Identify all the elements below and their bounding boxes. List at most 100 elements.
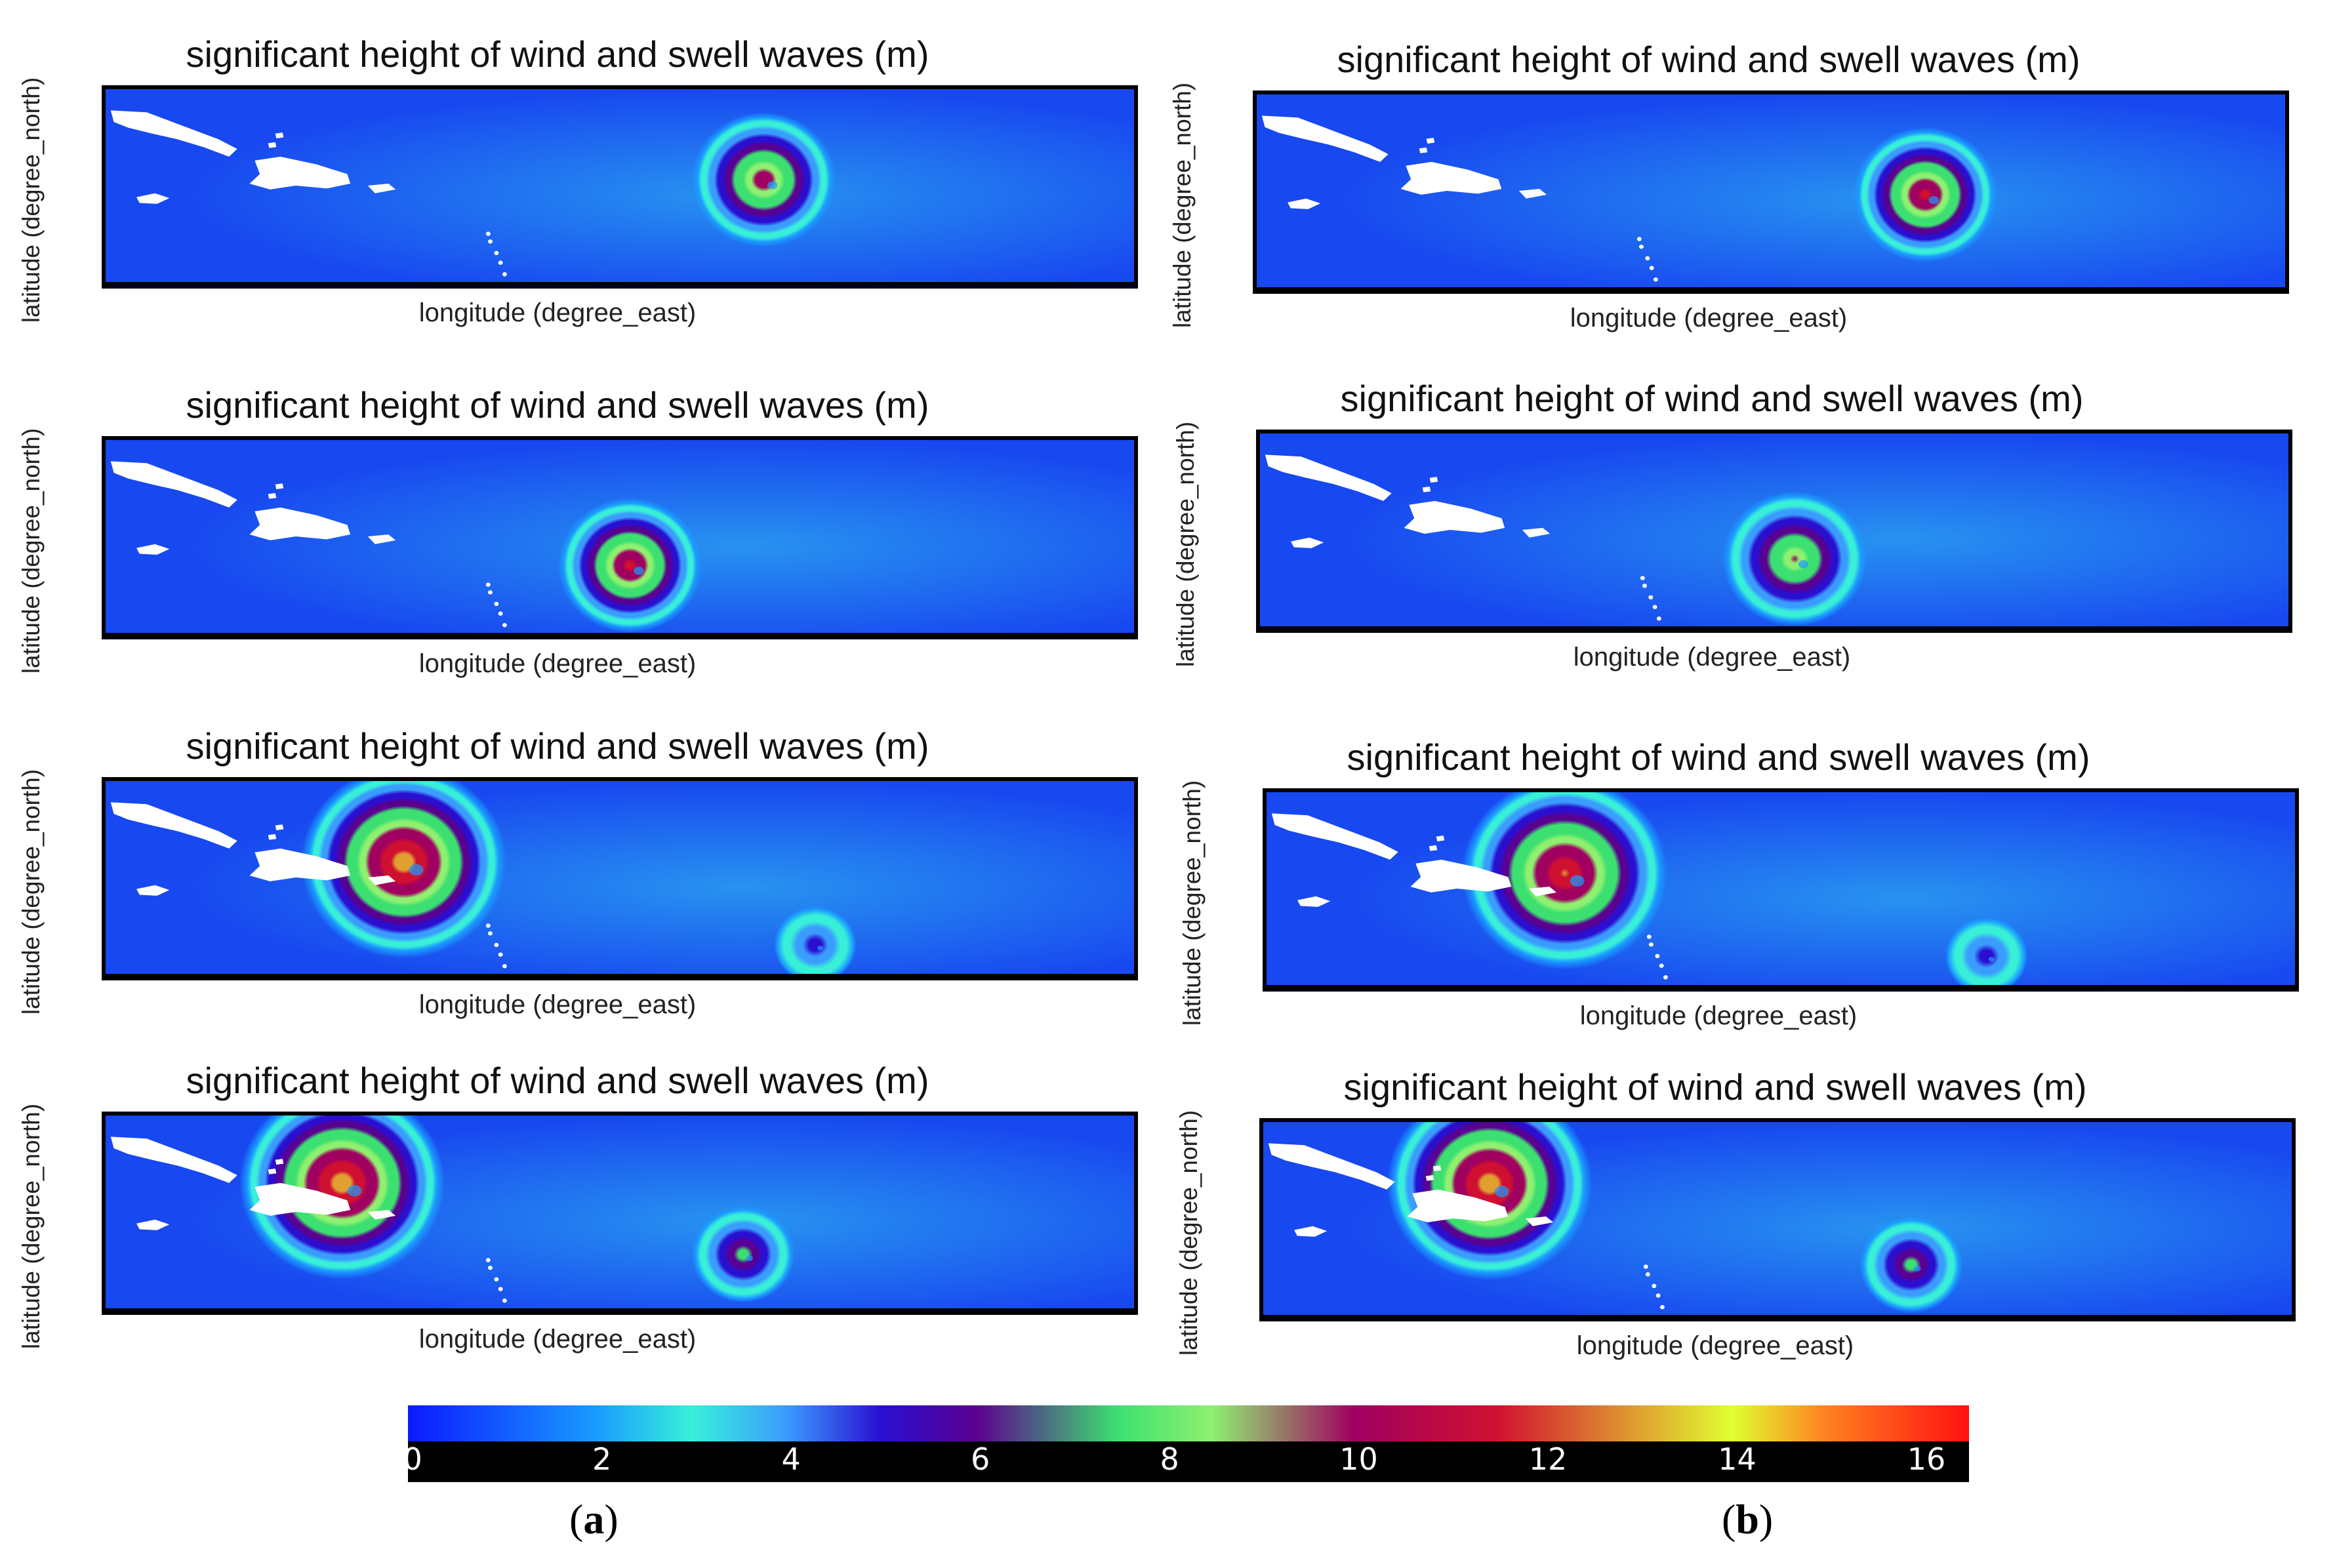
storm-eye bbox=[347, 1184, 362, 1197]
lesser-antilles-island bbox=[1645, 1272, 1650, 1277]
island-small-1 bbox=[275, 824, 284, 830]
y-axis-label: latitude (degree_north) bbox=[18, 769, 45, 1015]
hispaniola-land bbox=[1404, 500, 1505, 534]
puerto-rico-land bbox=[1525, 1216, 1554, 1226]
lesser-antilles-island bbox=[498, 952, 503, 957]
island-small-1 bbox=[275, 1159, 284, 1165]
island-small-1 bbox=[1426, 138, 1435, 144]
storm-wave-field bbox=[1461, 792, 1668, 970]
panel-b3: significant height of wind and swell wav… bbox=[1161, 736, 2299, 1057]
lesser-antilles-island bbox=[1643, 1264, 1648, 1269]
lesser-antilles-island bbox=[487, 239, 493, 244]
lesser-antilles-island bbox=[498, 611, 503, 616]
puerto-rico-land bbox=[367, 1210, 396, 1220]
colorbar-tick-label: 10 bbox=[1339, 1441, 1378, 1477]
lesser-antilles-island bbox=[1645, 256, 1650, 261]
y-axis-label: latitude (degree_north) bbox=[18, 428, 45, 674]
cuba-land bbox=[110, 110, 237, 157]
map-svg bbox=[106, 1116, 1134, 1308]
jamaica-land bbox=[136, 885, 170, 896]
plot-title: significant height of wind and swell wav… bbox=[1340, 378, 2084, 419]
storm-wave-field bbox=[300, 781, 507, 959]
subfigure-label-b: (b) bbox=[1722, 1496, 1774, 1542]
island-small-1 bbox=[1432, 1165, 1442, 1171]
puerto-rico-land bbox=[367, 184, 396, 193]
storm-eye bbox=[1570, 875, 1585, 887]
island-small-2 bbox=[1429, 845, 1438, 851]
colorbar: 0 2 4 6 8 10 12 14 16 bbox=[403, 1405, 1969, 1482]
colorbar-tick-label: 2 bbox=[592, 1441, 612, 1477]
storm-wave-field bbox=[1387, 1122, 1593, 1281]
hispaniola-land bbox=[1410, 859, 1512, 893]
storm-eye bbox=[1798, 560, 1809, 569]
cuba-land bbox=[1268, 1143, 1395, 1190]
island-small-1 bbox=[1436, 835, 1445, 841]
plot-title: significant height of wind and swell wav… bbox=[186, 725, 929, 767]
map-svg bbox=[1260, 433, 2288, 626]
cuba-land bbox=[1261, 115, 1389, 162]
map-svg bbox=[1263, 1122, 2292, 1315]
storm-eye bbox=[634, 567, 644, 575]
puerto-rico-land bbox=[1528, 887, 1557, 896]
lesser-antilles-island bbox=[498, 1287, 503, 1291]
storm-eye bbox=[1928, 195, 1939, 205]
lesser-antilles-island bbox=[502, 964, 507, 969]
lesser-antilles-island bbox=[1655, 954, 1660, 959]
lesser-antilles-island bbox=[485, 1258, 491, 1262]
jamaica-land bbox=[136, 544, 170, 555]
storm-wave-field bbox=[691, 112, 836, 248]
colorbar-tick-label: 8 bbox=[1160, 1441, 1179, 1477]
lesser-antilles-island bbox=[1656, 616, 1661, 621]
island-small-2 bbox=[1425, 1175, 1434, 1181]
colorbar-tick-label: 14 bbox=[1718, 1441, 1756, 1477]
hispaniola-land bbox=[249, 156, 351, 190]
lesser-antilles-island bbox=[494, 1277, 499, 1282]
lesser-antilles-island bbox=[485, 231, 491, 236]
lesser-antilles-island bbox=[1636, 237, 1642, 241]
storm-wave-field bbox=[1853, 127, 1997, 262]
wave-height-map bbox=[102, 1112, 1138, 1315]
x-axis-label: longitude (degree_east) bbox=[418, 1325, 697, 1354]
lesser-antilles-island bbox=[1652, 605, 1657, 609]
island-small-2 bbox=[1422, 486, 1431, 493]
plot-title: significant height of wind and swell wav… bbox=[186, 1060, 929, 1101]
cuba-land bbox=[1271, 813, 1398, 860]
storm-wave-field bbox=[239, 1116, 445, 1279]
map-svg bbox=[106, 440, 1134, 633]
map-svg bbox=[106, 781, 1134, 974]
island-small-2 bbox=[1419, 147, 1428, 153]
lesser-antilles-island bbox=[487, 590, 493, 595]
lesser-antilles-island bbox=[1652, 1283, 1657, 1289]
y-axis-label: latitude (degree_north) bbox=[1175, 1110, 1202, 1356]
jamaica-land bbox=[1291, 537, 1324, 548]
panel-b1: significant height of wind and swell wav… bbox=[1151, 38, 2289, 359]
x-axis-label: longitude (degree_east) bbox=[1576, 1331, 1854, 1360]
plot-title: significant height of wind and swell wav… bbox=[186, 33, 929, 75]
island-small-1 bbox=[1429, 477, 1438, 483]
x-axis-label: longitude (degree_east) bbox=[1573, 643, 1851, 672]
plot-title: significant height of wind and swell wav… bbox=[1337, 39, 2081, 80]
lesser-antilles-island bbox=[1663, 975, 1668, 980]
colorbar-tick-label: 4 bbox=[781, 1441, 801, 1477]
island-small-2 bbox=[268, 493, 277, 499]
lesser-antilles-island bbox=[494, 251, 499, 256]
lesser-antilles-island bbox=[1638, 245, 1644, 249]
puerto-rico-land bbox=[367, 534, 396, 544]
wave-height-map bbox=[1253, 90, 2289, 294]
lesser-antilles-island bbox=[1646, 935, 1652, 939]
puerto-rico-land bbox=[1522, 528, 1551, 538]
lesser-antilles-island bbox=[1642, 584, 1647, 588]
map-svg bbox=[106, 89, 1134, 282]
cuba-land bbox=[1265, 454, 1392, 501]
lesser-antilles-island bbox=[485, 582, 491, 587]
storm-eye bbox=[767, 181, 778, 190]
wave-height-map bbox=[1256, 430, 2292, 633]
x-axis-label: longitude (degree_east) bbox=[418, 298, 697, 327]
wave-height-map bbox=[1263, 788, 2299, 992]
storm-eye bbox=[1913, 1266, 1921, 1272]
hispaniola-land bbox=[249, 848, 351, 881]
panel-b4: significant height of wind and swell wav… bbox=[1158, 1066, 2296, 1387]
storm-eye bbox=[746, 1255, 754, 1261]
map-svg bbox=[1257, 94, 2285, 287]
lesser-antilles-island bbox=[485, 923, 491, 928]
